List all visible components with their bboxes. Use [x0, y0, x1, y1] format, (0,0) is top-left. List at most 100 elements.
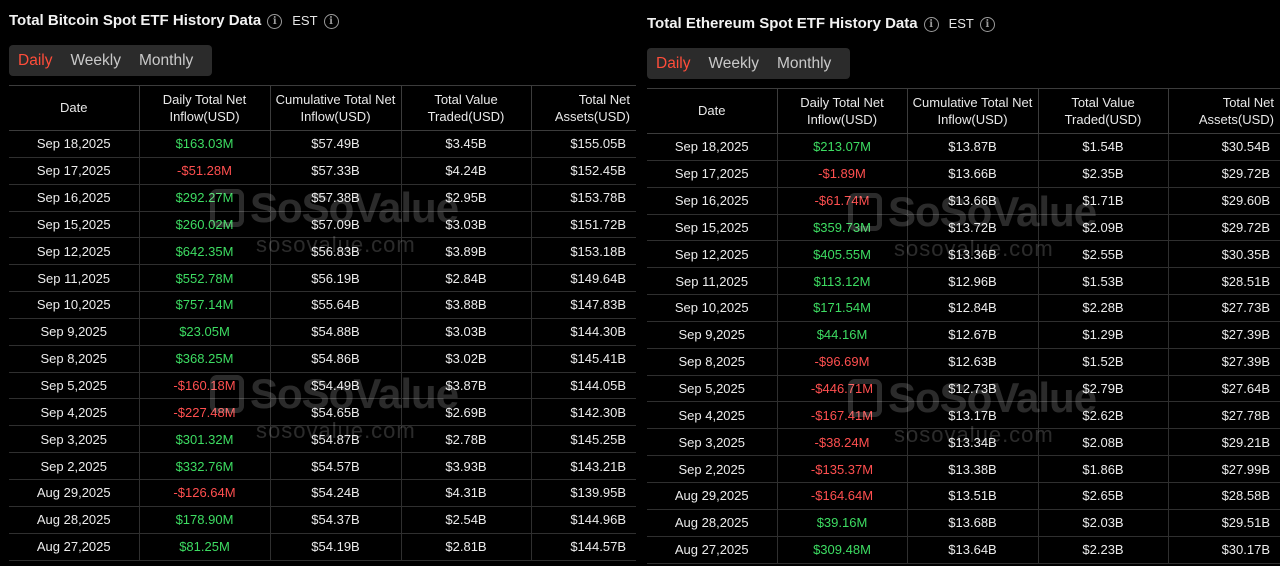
- column-header-daily-net-inflow[interactable]: Daily Total Net Inflow(USD): [138, 85, 270, 131]
- value-traded-cell: $2.09B: [1037, 214, 1168, 242]
- daily-net-inflow-cell: $552.78M: [138, 264, 270, 293]
- btc-timezone: EST: [292, 13, 318, 28]
- column-header-net-assets[interactable]: Total Net Assets(USD): [530, 85, 636, 131]
- timezone-info-icon[interactable]: i: [323, 14, 339, 29]
- net-assets-cell: $153.78B: [530, 184, 636, 212]
- date-cell: Sep 11,2025: [9, 264, 139, 293]
- date-cell: Sep 9,2025: [9, 318, 139, 346]
- table-row: Sep 11,2025 $113.12M $12.96B $1.53B $28.51B: [647, 267, 1280, 296]
- date-cell: Aug 28,2025: [9, 506, 139, 534]
- net-assets-cell: $29.21B: [1167, 428, 1280, 457]
- btc-tab-daily[interactable]: Daily: [18, 51, 53, 69]
- value-traded-cell: $2.84B: [400, 264, 531, 293]
- value-traded-cell: $2.28B: [1037, 294, 1168, 322]
- eth-panel: Total Ethereum Spot ETF History Data i EST…: [638, 0, 1280, 566]
- column-header-cumulative-net-inflow[interactable]: Cumulative Total Net Inflow(USD): [269, 85, 401, 131]
- date-cell: Sep 2,2025: [647, 455, 777, 483]
- table-row: Sep 3,2025 -$38.24M $13.34B $2.08B $29.21B: [647, 428, 1280, 457]
- net-assets-cell: $152.45B: [530, 157, 636, 185]
- date-cell: Sep 10,2025: [9, 291, 139, 319]
- net-assets-cell: $155.05B: [530, 130, 636, 158]
- column-header-net-assets[interactable]: Total Net Assets(USD): [1167, 88, 1280, 134]
- table-row: Sep 10,2025 $171.54M $12.84B $2.28B $27.73B: [647, 294, 1280, 322]
- net-assets-cell: $27.73B: [1167, 294, 1280, 322]
- cumulative-net-inflow-cell: $54.65B: [269, 398, 401, 427]
- daily-net-inflow-cell: $39.16M: [776, 509, 907, 537]
- cumulative-net-inflow-cell: $54.86B: [269, 345, 401, 373]
- value-traded-cell: $2.62B: [1037, 401, 1168, 430]
- date-cell: Sep 4,2025: [9, 398, 139, 427]
- cumulative-net-inflow-cell: $13.51B: [906, 482, 1038, 510]
- column-header-cumulative-net-inflow[interactable]: Cumulative Total Net Inflow(USD): [906, 88, 1038, 134]
- date-cell: Sep 16,2025: [9, 184, 139, 212]
- net-assets-cell: $144.30B: [530, 318, 636, 346]
- value-traded-cell: $4.24B: [400, 157, 531, 185]
- table-row: Sep 18,2025 $163.03M $57.49B $3.45B $155.05B: [9, 130, 636, 158]
- date-cell: Sep 3,2025: [647, 428, 777, 457]
- info-icon[interactable]: i: [267, 14, 283, 29]
- cumulative-net-inflow-cell: $12.73B: [906, 375, 1038, 403]
- value-traded-cell: $2.79B: [1037, 375, 1168, 403]
- cumulative-net-inflow-cell: $13.72B: [906, 214, 1038, 242]
- date-cell: Sep 5,2025: [9, 372, 139, 400]
- net-assets-cell: $153.18B: [530, 237, 636, 266]
- btc-period-tabs: Daily Weekly Monthly: [9, 45, 212, 76]
- date-cell: Sep 17,2025: [647, 160, 777, 188]
- value-traded-cell: $2.03B: [1037, 509, 1168, 537]
- table-row: Sep 12,2025 $405.55M $13.36B $2.55B $30.35B: [647, 240, 1280, 269]
- net-assets-cell: $29.60B: [1167, 187, 1280, 215]
- date-cell: Aug 28,2025: [647, 509, 777, 537]
- eth-tab-daily[interactable]: Daily: [656, 54, 691, 72]
- daily-net-inflow-cell: $213.07M: [776, 133, 907, 161]
- column-header-value-traded[interactable]: Total Value Traded(USD): [400, 85, 531, 131]
- net-assets-cell: $142.30B: [530, 398, 636, 427]
- value-traded-cell: $3.93B: [400, 452, 531, 480]
- date-cell: Aug 29,2025: [9, 479, 139, 507]
- daily-net-inflow-cell: -$164.64M: [776, 482, 907, 510]
- info-icon[interactable]: i: [923, 17, 939, 32]
- btc-tab-weekly[interactable]: Weekly: [70, 51, 121, 69]
- daily-net-inflow-cell: -$446.71M: [776, 375, 907, 403]
- net-assets-cell: $27.39B: [1167, 348, 1280, 376]
- net-assets-cell: $151.72B: [530, 211, 636, 239]
- value-traded-cell: $3.88B: [400, 291, 531, 319]
- date-cell: Aug 27,2025: [647, 536, 777, 564]
- cumulative-net-inflow-cell: $13.66B: [906, 187, 1038, 215]
- daily-net-inflow-cell: -$126.64M: [138, 479, 270, 507]
- net-assets-cell: $149.64B: [530, 264, 636, 293]
- value-traded-cell: $1.52B: [1037, 348, 1168, 376]
- eth-timezone: EST: [948, 16, 974, 31]
- value-traded-cell: $3.03B: [400, 211, 531, 239]
- timezone-info-icon[interactable]: i: [979, 17, 995, 32]
- daily-net-inflow-cell: $23.05M: [138, 318, 270, 346]
- table-row: Aug 27,2025 $309.48M $13.64B $2.23B $30.17B: [647, 536, 1280, 564]
- value-traded-cell: $3.87B: [400, 372, 531, 400]
- table-row: Sep 17,2025 -$51.28M $57.33B $4.24B $152.45B: [9, 157, 636, 185]
- column-header-date[interactable]: Date: [9, 85, 139, 131]
- value-traded-cell: $1.53B: [1037, 267, 1168, 296]
- column-header-daily-net-inflow[interactable]: Daily Total Net Inflow(USD): [776, 88, 907, 134]
- date-cell: Sep 17,2025: [9, 157, 139, 185]
- table-row: Sep 4,2025 -$227.48M $54.65B $2.69B $142.30B: [9, 398, 636, 427]
- eth-tab-weekly[interactable]: Weekly: [708, 54, 759, 72]
- value-traded-cell: $2.08B: [1037, 428, 1168, 457]
- date-cell: Sep 8,2025: [9, 345, 139, 373]
- cumulative-net-inflow-cell: $13.87B: [906, 133, 1038, 161]
- date-cell: Aug 27,2025: [9, 533, 139, 561]
- btc-tab-monthly[interactable]: Monthly: [139, 51, 194, 69]
- net-assets-cell: $147.83B: [530, 291, 636, 319]
- eth-tab-monthly[interactable]: Monthly: [777, 54, 832, 72]
- daily-net-inflow-cell: -$61.74M: [776, 187, 907, 215]
- column-header-date[interactable]: Date: [647, 88, 777, 134]
- cumulative-net-inflow-cell: $13.17B: [906, 401, 1038, 430]
- table-row: Aug 29,2025 -$126.64M $54.24B $4.31B $139.95…: [9, 479, 636, 507]
- column-header-value-traded[interactable]: Total Value Traded(USD): [1037, 88, 1168, 134]
- table-row: Aug 28,2025 $178.90M $54.37B $2.54B $144.96B: [9, 506, 636, 534]
- date-cell: Sep 5,2025: [647, 375, 777, 403]
- daily-net-inflow-cell: $642.35M: [138, 237, 270, 266]
- net-assets-cell: $30.54B: [1167, 133, 1280, 161]
- value-traded-cell: $2.95B: [400, 184, 531, 212]
- daily-net-inflow-cell: $163.03M: [138, 130, 270, 158]
- net-assets-cell: $30.17B: [1167, 536, 1280, 564]
- table-row: Sep 2,2025 $332.76M $54.57B $3.93B $143.21B: [9, 452, 636, 480]
